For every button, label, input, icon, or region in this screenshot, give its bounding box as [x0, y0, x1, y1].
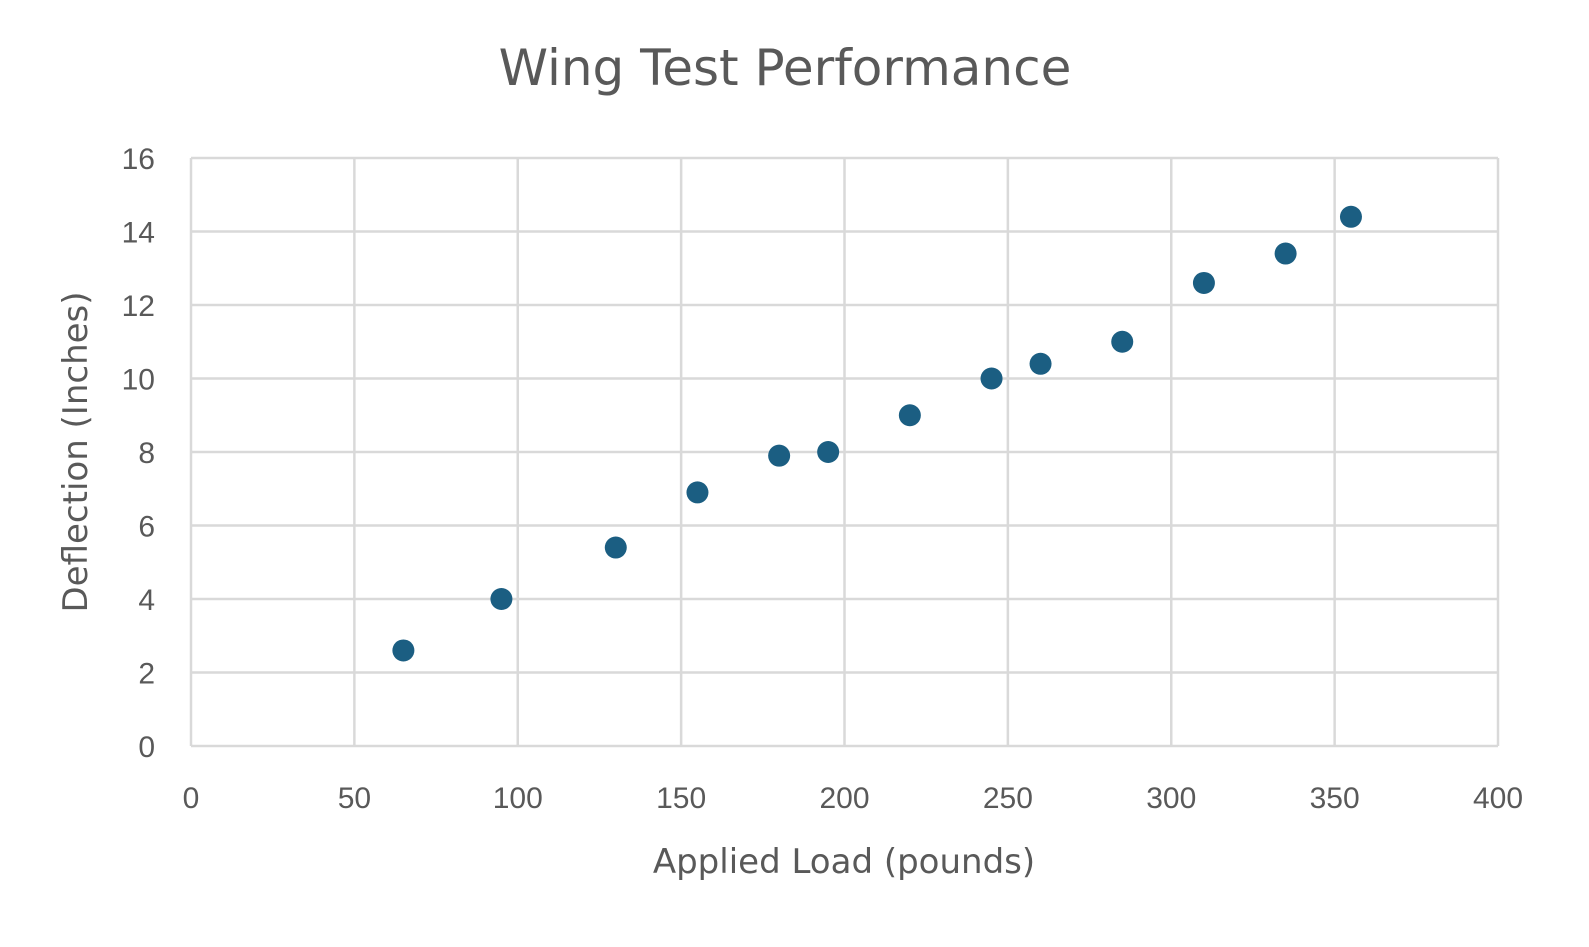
- x-tick-label: 150: [656, 782, 706, 815]
- x-tick-label: 300: [1146, 782, 1196, 815]
- x-tick-label: 200: [819, 782, 869, 815]
- data-point: [817, 441, 840, 463]
- y-tick-label: 2: [138, 658, 155, 691]
- chart-title: Wing Test Performance: [499, 39, 1072, 97]
- y-tick-label: 6: [138, 511, 155, 544]
- data-point: [686, 481, 709, 504]
- y-tick-label: 8: [138, 437, 155, 470]
- data-points: [392, 205, 1362, 662]
- data-point: [1339, 205, 1362, 228]
- data-point: [1111, 330, 1134, 353]
- x-tick-label: 100: [493, 782, 543, 815]
- x-tick-label: 400: [1473, 782, 1523, 815]
- axes: [189, 158, 1498, 748]
- data-point: [604, 536, 627, 559]
- y-axis-title: Deflection (Inches): [56, 291, 96, 612]
- x-axis-title: Applied Load (pounds): [653, 842, 1035, 882]
- grid: [191, 156, 1500, 746]
- y-tick-label: 14: [122, 217, 155, 250]
- x-tick-label: 0: [183, 782, 200, 815]
- y-tick-label: 12: [122, 290, 155, 323]
- data-point: [1029, 352, 1052, 375]
- tick-labels: 0 50 100 150 200 250 300 350 400 0 2 4 6 8 10 12 14 16: [122, 143, 1523, 815]
- y-tick-label: 0: [138, 731, 155, 764]
- y-tick-label: 4: [138, 584, 155, 617]
- x-tick-label: 350: [1310, 782, 1360, 815]
- data-point: [768, 444, 791, 467]
- x-tick-label: 50: [338, 782, 371, 815]
- x-tick-label: 250: [983, 782, 1033, 815]
- data-point: [980, 367, 1003, 390]
- data-point: [392, 639, 415, 662]
- data-point: [898, 404, 921, 427]
- data-point: [1192, 271, 1215, 294]
- data-point: [1274, 242, 1297, 265]
- y-tick-label: 16: [122, 143, 155, 176]
- y-tick-label: 10: [122, 364, 155, 397]
- data-point: [490, 588, 513, 610]
